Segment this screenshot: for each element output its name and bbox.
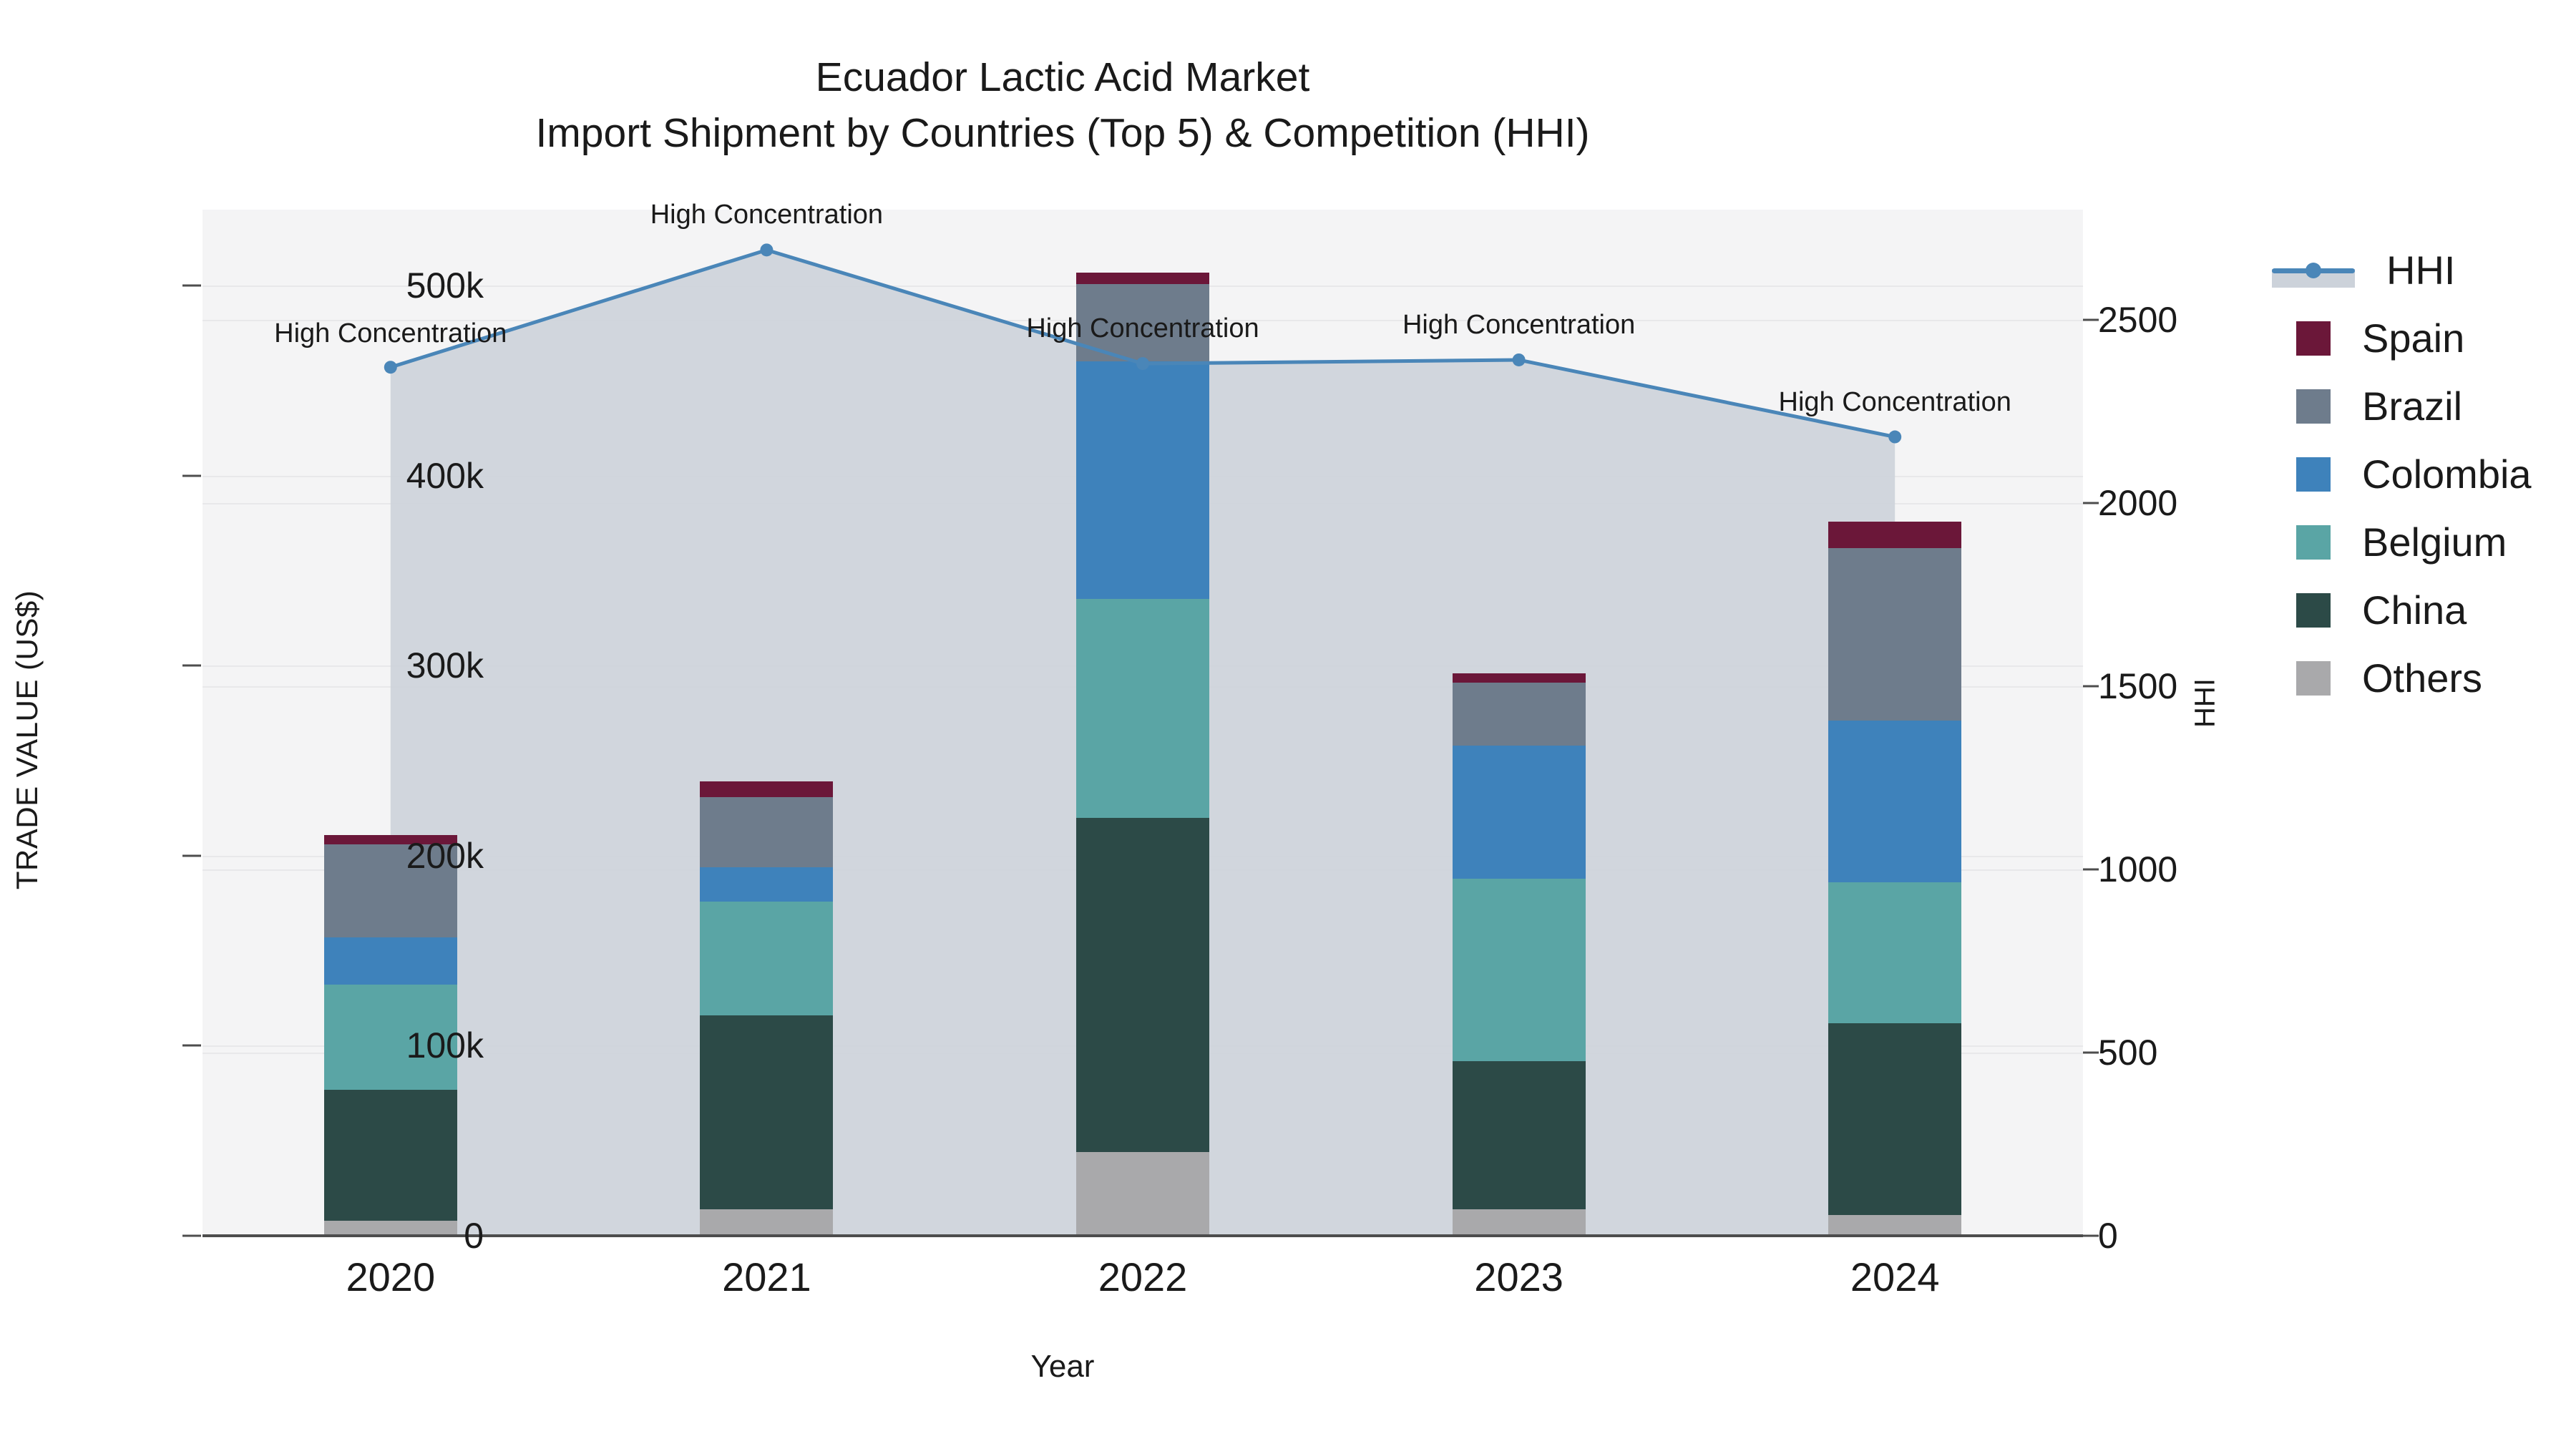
y-right-tick-2500: 2500 <box>2098 299 2178 340</box>
chart-title: Ecuador Lactic Acid Market Import Shipme… <box>0 50 2125 161</box>
bar-stack-2022[interactable] <box>1076 210 1209 1236</box>
y-left-tickmark <box>182 664 201 667</box>
x-axis-title: Year <box>1030 1349 1095 1384</box>
y-right-tick-1000: 1000 <box>2098 849 2178 889</box>
bar-segment-others-2023[interactable] <box>1452 1209 1586 1236</box>
y-right-tickmark <box>2083 502 2099 504</box>
bar-segment-belgium-2023[interactable] <box>1452 878 1586 1061</box>
y-right-tickmark <box>2083 685 2099 688</box>
bar-segment-others-2024[interactable] <box>1828 1214 1962 1236</box>
legend-item-brazil[interactable]: Brazil <box>2272 372 2532 440</box>
legend-label-china: China <box>2362 587 2467 633</box>
bar-segment-spain-2020[interactable] <box>323 834 457 844</box>
plot-area <box>203 210 2083 1236</box>
y-left-tickmark <box>182 284 201 287</box>
annotation-high-concentration-2020: High Concentration <box>274 318 507 349</box>
bar-stack-2023[interactable] <box>1452 210 1586 1236</box>
bar-segment-others-2021[interactable] <box>700 1209 834 1236</box>
x-tick-2023: 2023 <box>1474 1254 1563 1299</box>
legend-item-hhi[interactable]: HHI <box>2272 236 2532 304</box>
y-right-tickmark <box>2083 318 2099 321</box>
x-axis-baseline <box>203 1234 2083 1237</box>
chart-legend: HHI Spain Brazil Colombia Belgium China Others <box>2272 236 2532 712</box>
bar-segment-china-2024[interactable] <box>1828 1023 1962 1215</box>
bar-segment-belgium-2022[interactable] <box>1076 599 1209 818</box>
bar-segment-spain-2023[interactable] <box>1452 673 1586 683</box>
y-axis-left-title: TRADE VALUE (US$) <box>10 590 44 890</box>
legend-swatch-others <box>2296 660 2331 696</box>
y-right-tickmark <box>2083 1234 2099 1237</box>
x-tick-2024: 2024 <box>1850 1254 1940 1299</box>
bar-segment-others-2022[interactable] <box>1076 1152 1209 1236</box>
legend-swatch-spain <box>2296 321 2331 356</box>
bar-stack-2021[interactable] <box>700 210 834 1236</box>
bar-segment-belgium-2024[interactable] <box>1828 882 1962 1023</box>
y-left-tick-0: 0 <box>464 1216 484 1256</box>
legend-item-colombia[interactable]: Colombia <box>2272 440 2532 508</box>
bar-segment-belgium-2020[interactable] <box>323 985 457 1090</box>
y-right-tickmark <box>2083 1051 2099 1054</box>
x-tick-2021: 2021 <box>722 1254 811 1299</box>
legend-label-belgium: Belgium <box>2362 519 2507 565</box>
bar-segment-china-2023[interactable] <box>1452 1060 1586 1209</box>
legend-label-hhi: HHI <box>2386 248 2456 293</box>
annotation-high-concentration-2023: High Concentration <box>1402 309 1636 340</box>
bar-segment-china-2021[interactable] <box>700 1015 834 1209</box>
y-right-tick-1500: 1500 <box>2098 665 2178 706</box>
annotation-high-concentration-2022: High Concentration <box>1026 313 1259 344</box>
x-tick-2020: 2020 <box>346 1254 436 1299</box>
chart-title-line-2: Import Shipment by Countries (Top 5) & C… <box>535 109 1590 156</box>
y-left-tick-400k: 400k <box>406 455 484 496</box>
legend-swatch-colombia <box>2296 457 2331 492</box>
bar-segment-colombia-2021[interactable] <box>700 867 834 902</box>
bar-segment-colombia-2022[interactable] <box>1076 361 1209 600</box>
chart-title-line-1: Ecuador Lactic Acid Market <box>815 54 1310 100</box>
y-left-tickmark <box>182 1044 201 1047</box>
bar-segment-brazil-2021[interactable] <box>700 796 834 867</box>
y-right-tick-0: 0 <box>2098 1216 2118 1256</box>
legend-swatch-china <box>2296 592 2331 628</box>
legend-label-brazil: Brazil <box>2362 384 2463 429</box>
bar-segment-china-2022[interactable] <box>1076 817 1209 1153</box>
legend-label-spain: Spain <box>2362 316 2465 361</box>
legend-item-china[interactable]: China <box>2272 576 2532 644</box>
y-left-tick-300k: 300k <box>406 645 484 686</box>
y-left-tick-100k: 100k <box>406 1025 484 1066</box>
bar-segment-spain-2021[interactable] <box>700 781 834 797</box>
y-axis-right-title: HHI <box>2189 678 2221 728</box>
legend-swatch-brazil <box>2296 389 2331 424</box>
legend-label-others: Others <box>2362 655 2483 701</box>
y-right-tickmark <box>2083 868 2099 871</box>
bar-stack-2020[interactable] <box>323 210 457 1236</box>
y-right-tick-2000: 2000 <box>2098 482 2178 523</box>
y-left-tickmark <box>182 1234 201 1237</box>
bar-segment-colombia-2024[interactable] <box>1828 721 1962 883</box>
bar-stack-2024[interactable] <box>1828 210 1962 1236</box>
bar-segment-brazil-2024[interactable] <box>1828 547 1962 721</box>
legend-item-others[interactable]: Others <box>2272 644 2532 712</box>
y-right-tick-500: 500 <box>2098 1032 2158 1073</box>
legend-label-colombia: Colombia <box>2362 452 2532 497</box>
legend-item-spain[interactable]: Spain <box>2272 304 2532 372</box>
bar-segment-spain-2024[interactable] <box>1828 521 1962 548</box>
bar-segment-belgium-2021[interactable] <box>700 901 834 1015</box>
bar-segment-colombia-2020[interactable] <box>323 937 457 985</box>
annotation-high-concentration-2021: High Concentration <box>650 200 884 230</box>
y-left-tick-200k: 200k <box>406 835 484 876</box>
bar-segment-others-2020[interactable] <box>323 1220 457 1236</box>
y-left-tickmark <box>182 474 201 477</box>
legend-item-belgium[interactable]: Belgium <box>2272 508 2532 576</box>
bar-segment-spain-2022[interactable] <box>1076 272 1209 284</box>
x-tick-2022: 2022 <box>1098 1254 1188 1299</box>
bar-segment-colombia-2023[interactable] <box>1452 745 1586 879</box>
bar-segment-brazil-2023[interactable] <box>1452 683 1586 746</box>
annotation-high-concentration-2024: High Concentration <box>1778 386 2011 417</box>
bar-segment-brazil-2020[interactable] <box>323 844 457 938</box>
legend-line-marker <box>2272 253 2355 288</box>
y-left-tickmark <box>182 854 201 857</box>
bar-segment-china-2020[interactable] <box>323 1089 457 1221</box>
y-left-tick-500k: 500k <box>406 265 484 306</box>
legend-swatch-belgium <box>2296 525 2331 560</box>
